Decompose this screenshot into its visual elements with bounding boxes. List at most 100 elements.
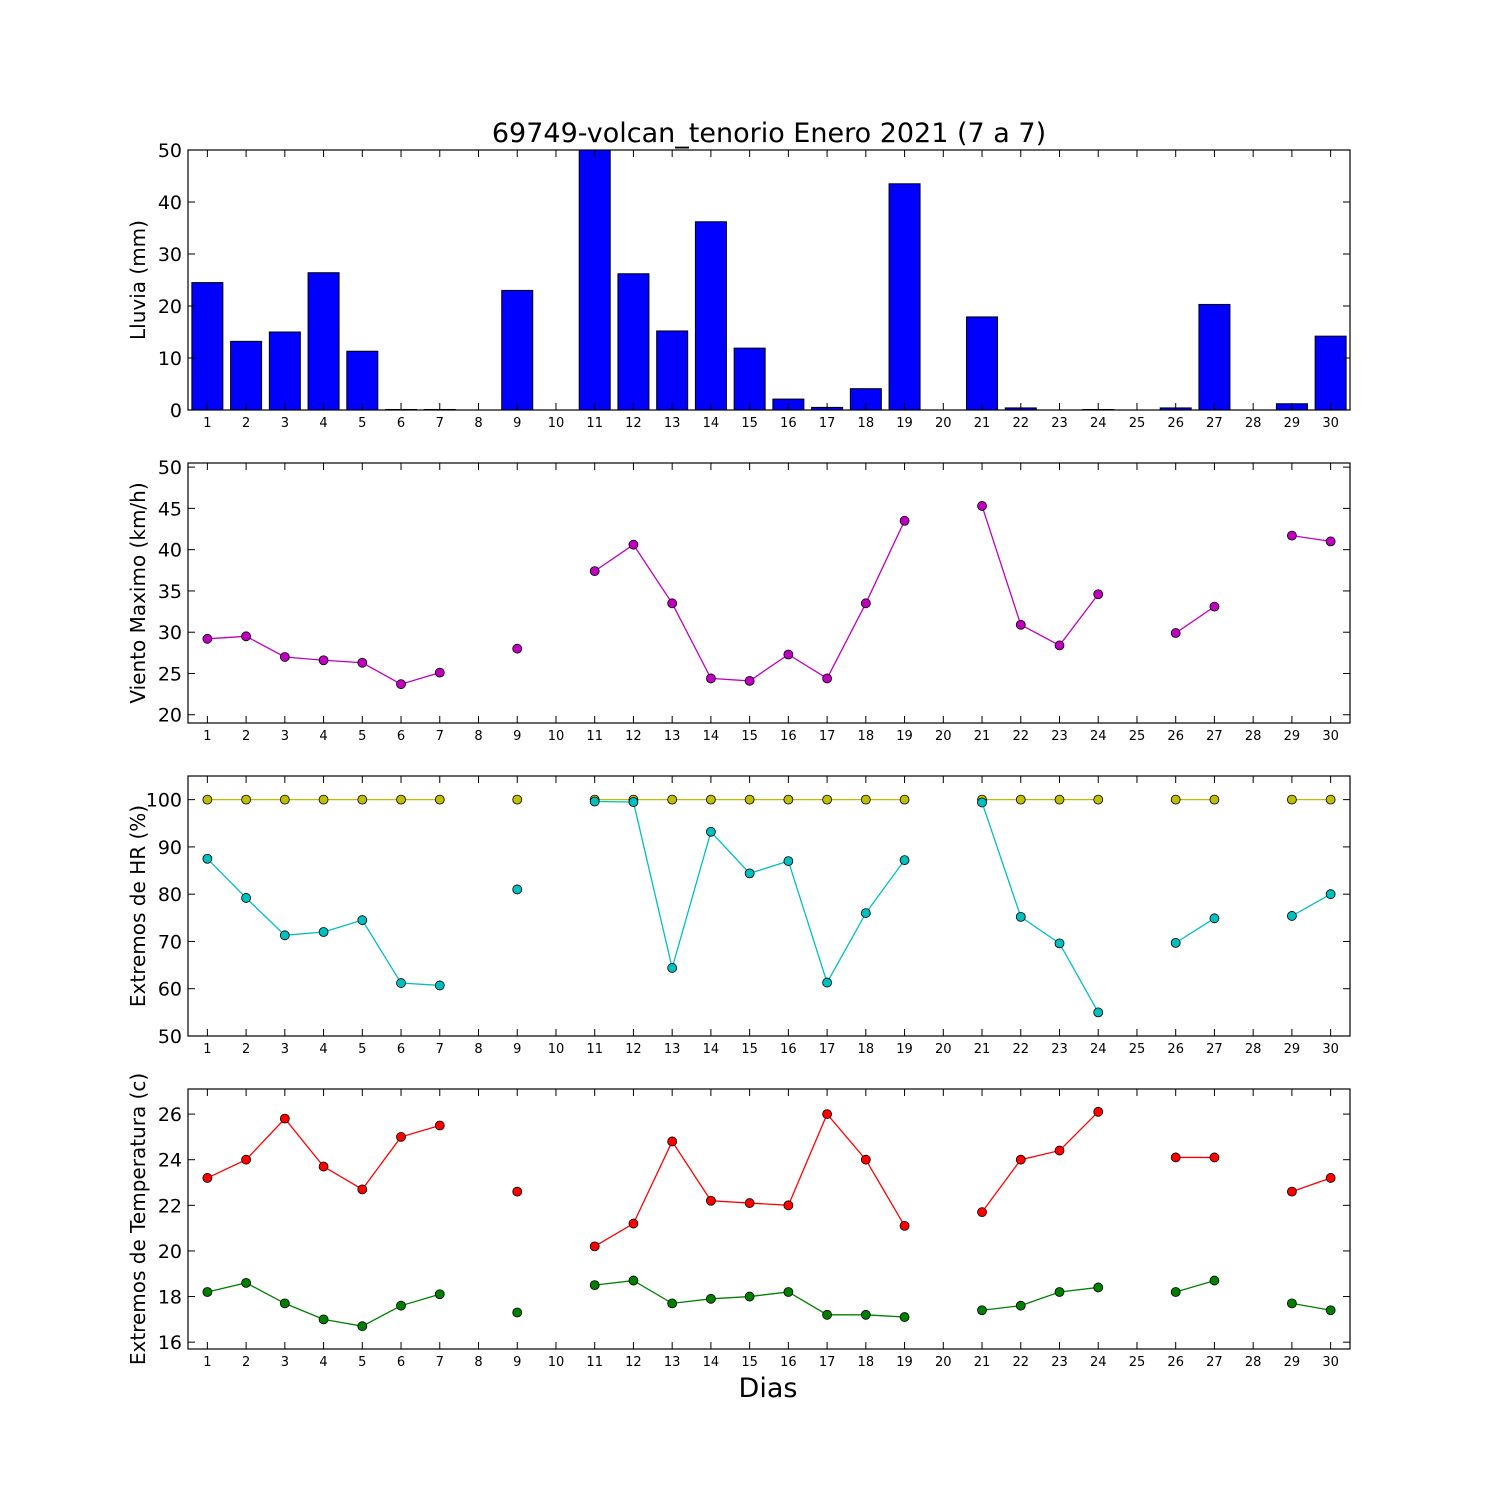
data-point [513,1308,522,1317]
plot-frame [188,463,1350,723]
data-point [319,1162,328,1171]
data-point [861,909,870,918]
x-tick-label: 6 [397,729,405,744]
x-tick-label: 28 [1245,1042,1262,1057]
data-point [280,1114,289,1123]
data-point [1055,1146,1064,1155]
y-tick-label: 45 [158,498,182,520]
x-tick-label: 28 [1245,416,1262,431]
data-point [1210,795,1219,804]
series-line [1292,1178,1331,1192]
series-line [1292,1303,1331,1310]
data-point [629,798,638,807]
x-tick-label: 4 [319,1355,327,1370]
data-point [1326,795,1335,804]
data-point [1016,620,1025,629]
x-tick-label: 7 [436,1042,444,1057]
x-tick-label: 11 [586,416,603,431]
x-tick-label: 11 [586,729,603,744]
bar [967,317,998,410]
data-point [1055,939,1064,948]
bar [502,290,533,410]
data-point [1287,1187,1296,1196]
data-point [513,885,522,894]
data-point [513,644,522,653]
data-point [590,567,599,576]
series-line [595,1114,905,1246]
data-point [900,1221,909,1230]
bar [192,283,223,410]
x-tick-label: 18 [858,1042,875,1057]
data-point [900,856,909,865]
data-point [242,1278,251,1287]
x-tick-label: 9 [513,729,521,744]
x-tick-label: 27 [1206,1042,1223,1057]
series-line [1176,607,1215,633]
x-tick-label: 29 [1284,729,1301,744]
y-tick-label: 20 [158,705,182,727]
x-tick-label: 3 [281,416,289,431]
data-point [358,1185,367,1194]
x-tick-label: 2 [242,729,250,744]
x-tick-label: 17 [819,416,836,431]
series-line [982,1287,1098,1310]
x-tick-label: 5 [358,416,366,431]
x-tick-label: 7 [436,729,444,744]
data-point [784,1201,793,1210]
data-point [706,1294,715,1303]
y-tick-label: 26 [158,1104,182,1126]
x-tick-label: 12 [625,1355,642,1370]
data-point [1210,914,1219,923]
data-point [280,652,289,661]
x-tick-label: 22 [1012,1042,1029,1057]
x-tick-label: 30 [1322,729,1339,744]
x-tick-label: 2 [242,1042,250,1057]
series-line [595,802,905,983]
y-tick-label: 25 [158,663,182,685]
data-point [1171,795,1180,804]
data-point [242,893,251,902]
x-tick-label: 8 [474,729,482,744]
x-tick-label: 5 [358,1042,366,1057]
x-tick-label: 5 [358,729,366,744]
series-line [595,521,905,681]
x-tick-label: 4 [319,729,327,744]
data-point [1287,531,1296,540]
x-tick-label: 20 [935,1042,952,1057]
data-point [435,668,444,677]
y-tick-label: 16 [158,1332,182,1354]
y-tick-label: 10 [158,348,182,370]
series-line [982,802,1098,1012]
data-point [823,978,832,987]
data-point [358,658,367,667]
x-tick-label: 27 [1206,729,1223,744]
x-tick-label: 25 [1129,729,1146,744]
data-point [706,674,715,683]
x-tick-label: 3 [281,1042,289,1057]
x-tick-label: 4 [319,1042,327,1057]
data-point [823,1110,832,1119]
data-point [900,795,909,804]
data-point [1171,629,1180,638]
x-tick-label: 19 [896,1355,913,1370]
data-point [242,632,251,641]
data-point [203,1287,212,1296]
data-point [435,1121,444,1130]
x-tick-label: 21 [974,729,991,744]
x-tick-label: 21 [974,1355,991,1370]
y-tick-label: 100 [146,790,182,812]
x-tick-label: 23 [1051,416,1068,431]
data-point [435,981,444,990]
x-tick-label: 13 [664,729,681,744]
bar [347,351,378,410]
x-tick-label: 22 [1012,416,1029,431]
data-point [1210,602,1219,611]
data-point [1016,1301,1025,1310]
data-point [590,1242,599,1251]
x-tick-label: 19 [896,729,913,744]
x-tick-label: 1 [203,1042,211,1057]
x-tick-label: 1 [203,416,211,431]
x-tick-label: 14 [703,729,720,744]
data-point [784,857,793,866]
data-point [203,634,212,643]
